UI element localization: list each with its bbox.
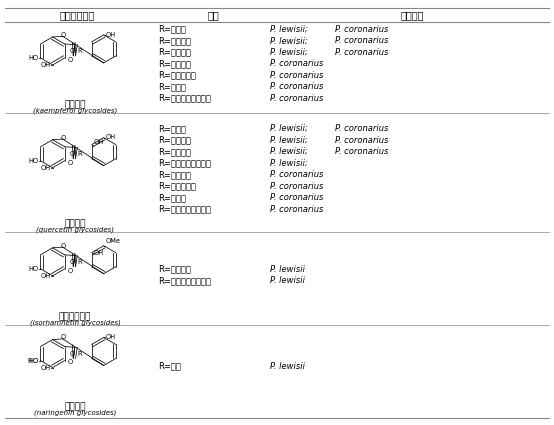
Text: (naringenin glycosides): (naringenin glycosides) xyxy=(34,409,116,416)
Text: P. lewisii;: P. lewisii; xyxy=(270,36,308,45)
Text: P. lewisii;: P. lewisii; xyxy=(270,124,308,133)
Text: R=芸香糖苷: R=芸香糖苷 xyxy=(158,264,191,274)
Text: R=木糖苷: R=木糖苷 xyxy=(158,82,186,91)
Text: R=芸香糖苷: R=芸香糖苷 xyxy=(158,36,191,45)
Text: HO: HO xyxy=(28,266,38,272)
Text: R=鼠李糖苷: R=鼠李糖苷 xyxy=(158,48,191,57)
Text: P. lewisii;: P. lewisii; xyxy=(270,136,308,144)
Text: 结构: 结构 xyxy=(207,10,219,20)
Text: 植物种类: 植物种类 xyxy=(400,10,424,20)
Text: P. coronarius: P. coronarius xyxy=(270,82,324,91)
Text: 山柰酰苷: 山柰酰苷 xyxy=(64,100,86,109)
Text: 黄酱类化合物: 黄酱类化合物 xyxy=(60,10,95,20)
Text: P. lewisii;: P. lewisii; xyxy=(270,48,308,57)
Text: R: R xyxy=(78,259,82,265)
Text: O: O xyxy=(60,32,66,38)
Text: O: O xyxy=(60,334,66,340)
Text: (isorhamnetin glycosides): (isorhamnetin glycosides) xyxy=(29,319,120,326)
Text: (quercetin glycosides): (quercetin glycosides) xyxy=(36,226,114,232)
Text: 榴皮素苷: 榴皮素苷 xyxy=(64,219,86,228)
Text: R: R xyxy=(78,151,82,157)
Text: P. coronarius: P. coronarius xyxy=(270,193,324,202)
Text: O: O xyxy=(69,351,74,357)
Text: HO: HO xyxy=(28,357,38,363)
Text: P. coronarius: P. coronarius xyxy=(270,170,324,179)
Text: R: R xyxy=(78,48,82,54)
Text: P. coronarius: P. coronarius xyxy=(270,59,324,68)
Text: OMe: OMe xyxy=(106,238,121,244)
Text: P. coronarius: P. coronarius xyxy=(335,36,388,45)
Text: R=芸香糖苷: R=芸香糖苷 xyxy=(158,147,191,156)
Text: P. lewisii: P. lewisii xyxy=(270,276,305,285)
Text: R=半乳糖基鼠李糖苷: R=半乳糖基鼠李糖苷 xyxy=(158,94,211,103)
Text: R=阿拉伯糖苷: R=阿拉伯糖苷 xyxy=(158,181,196,190)
Text: P. coronarius: P. coronarius xyxy=(270,94,324,103)
Text: P. coronarius: P. coronarius xyxy=(335,48,388,57)
Text: P. coronarius: P. coronarius xyxy=(270,71,324,80)
Text: R=半乳糖苷: R=半乳糖苷 xyxy=(158,136,191,144)
Text: O: O xyxy=(69,151,74,157)
Text: P. coronarius: P. coronarius xyxy=(335,147,388,156)
Text: OH: OH xyxy=(106,32,116,38)
Text: OH: OH xyxy=(40,62,50,68)
Text: R=葡糖苷: R=葡糖苷 xyxy=(158,124,186,133)
Text: P. lewisii: P. lewisii xyxy=(270,362,305,371)
Text: P. coronarius: P. coronarius xyxy=(335,136,388,144)
Text: P. lewisii;: P. lewisii; xyxy=(270,159,308,167)
Text: OH: OH xyxy=(94,139,104,145)
Text: R=木糖苷: R=木糖苷 xyxy=(158,193,186,202)
Text: OH: OH xyxy=(40,365,50,371)
Text: HO: HO xyxy=(28,158,38,164)
Text: O: O xyxy=(67,160,73,166)
Text: R=半乳糖苷: R=半乳糖苷 xyxy=(158,59,191,68)
Text: O: O xyxy=(32,357,38,363)
Text: (kaempferol glycosides): (kaempferol glycosides) xyxy=(33,107,117,113)
Text: O: O xyxy=(69,48,74,54)
Text: R: R xyxy=(78,351,82,357)
Text: 橙皮素苷: 橙皮素苷 xyxy=(64,402,86,411)
Text: R=鼠李糖基半乳糖苷: R=鼠李糖基半乳糖苷 xyxy=(158,159,211,167)
Text: OH: OH xyxy=(106,133,116,140)
Text: OH: OH xyxy=(94,250,104,256)
Text: R=葡糖苷: R=葡糖苷 xyxy=(158,25,186,34)
Text: P. lewisii: P. lewisii xyxy=(270,264,305,274)
Text: O: O xyxy=(67,268,73,274)
Text: O: O xyxy=(60,243,66,249)
Text: P. coronarius: P. coronarius xyxy=(335,25,388,34)
Text: O: O xyxy=(69,259,74,265)
Text: HO: HO xyxy=(28,55,38,61)
Text: P. lewisii;: P. lewisii; xyxy=(270,25,308,34)
Text: R=单苷: R=单苷 xyxy=(158,362,181,371)
Text: R=鼠李糖苷: R=鼠李糖苷 xyxy=(158,170,191,179)
Text: R: R xyxy=(28,357,33,363)
Text: P. coronarius: P. coronarius xyxy=(270,204,324,213)
Text: 异鼠李串子苷: 异鼠李串子苷 xyxy=(59,312,91,321)
Text: O: O xyxy=(60,135,66,141)
Text: OH: OH xyxy=(40,273,50,279)
Text: OH: OH xyxy=(40,165,50,171)
Text: R=阿拉伯糖苷: R=阿拉伯糖苷 xyxy=(158,71,196,80)
Text: O: O xyxy=(67,360,73,366)
Text: R  O: R O xyxy=(24,357,38,363)
Text: R=半乳糖基鼠李糖苷: R=半乳糖基鼠李糖苷 xyxy=(158,204,211,213)
Text: P. lewisii;: P. lewisii; xyxy=(270,147,308,156)
Text: O: O xyxy=(67,57,73,63)
Text: R=鼠李糖基半乳糖苷: R=鼠李糖基半乳糖苷 xyxy=(158,276,211,285)
Text: P. coronarius: P. coronarius xyxy=(270,181,324,190)
Text: OH: OH xyxy=(106,334,116,340)
Text: P. coronarius: P. coronarius xyxy=(335,124,388,133)
